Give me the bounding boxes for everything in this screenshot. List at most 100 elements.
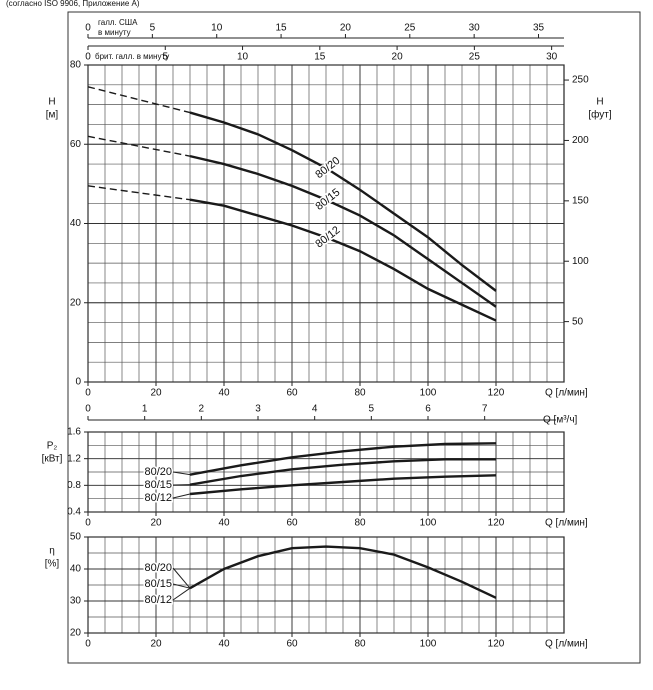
x-tick-label: 100: [420, 388, 437, 399]
top-axis-tick-label: 5: [150, 23, 156, 34]
x2-axis-label: Q [м³/ч]: [543, 415, 578, 426]
curve: [189, 545, 497, 599]
curve: [189, 458, 496, 486]
top-axis-tick-label: 0: [85, 23, 91, 34]
curve-extrapolated: [87, 185, 191, 201]
top-axis-tick-label: 30: [469, 23, 481, 34]
x2-tick-label: 4: [312, 404, 318, 415]
top-axis-tick-label: 15: [276, 23, 288, 34]
x-tick-label: 40: [218, 518, 230, 529]
top-axis-tick-label: 30: [546, 52, 558, 63]
x-tick-label: 80: [354, 388, 366, 399]
y-tick-label: 30: [70, 596, 82, 607]
x-tick-label: 120: [488, 518, 505, 529]
curve-extrapolated: [87, 135, 191, 157]
label-leader: [172, 567, 191, 589]
curve-extrapolated: [87, 86, 191, 114]
label-leader: [172, 587, 191, 601]
top-axis-tick-label: 20: [340, 23, 352, 34]
x-tick-label: 0: [85, 518, 91, 529]
x-tick-label: 60: [286, 388, 298, 399]
x-axis-label: Q [л/мин]: [545, 639, 588, 650]
x2-tick-label: 5: [369, 404, 375, 415]
top-axis-tick-label: 10: [237, 52, 249, 63]
y2-axis-unit: [фут]: [588, 109, 611, 121]
label-leader: [172, 583, 191, 589]
curve: [189, 154, 497, 308]
top-axis-tick-label: 5: [162, 52, 168, 63]
y-axis-label: η: [49, 546, 55, 557]
curve: [189, 111, 497, 292]
top-axis-label: галл. США: [98, 18, 138, 27]
curve-label: 80/15: [144, 578, 172, 590]
y-tick-label: 40: [70, 218, 82, 229]
x-tick-label: 20: [150, 388, 162, 399]
y-tick-label: 40: [70, 564, 82, 575]
top-axis-tick-label: 10: [211, 23, 223, 34]
x-tick-label: 120: [488, 639, 505, 650]
curve-label: 80/15: [313, 186, 342, 212]
x-tick-label: 80: [354, 639, 366, 650]
outer-frame: [67, 11, 641, 664]
y2-tick-label: 100: [572, 256, 589, 267]
x2-tick-label: 7: [482, 404, 488, 415]
curve: [189, 198, 497, 322]
y-tick-label: 0.8: [67, 480, 81, 491]
x-tick-label: 0: [85, 639, 91, 650]
x-tick-label: 40: [218, 639, 230, 650]
y-tick-label: 20: [70, 628, 82, 639]
y-tick-label: 0.4: [67, 507, 81, 518]
x-tick-label: 60: [286, 518, 298, 529]
y2-tick-label: 200: [572, 135, 589, 146]
y2-tick-label: 150: [572, 195, 589, 206]
caption: (согласно ISO 9906, Приложение А): [6, 0, 140, 8]
y-axis-unit: [%]: [45, 559, 60, 570]
y-tick-label: 50: [70, 532, 82, 543]
curve: [189, 442, 497, 476]
y-tick-label: 60: [70, 139, 82, 150]
y2-tick-label: 250: [572, 75, 589, 86]
x-axis-label: Q [л/мин]: [545, 388, 588, 399]
x-tick-label: 20: [150, 639, 162, 650]
y-tick-label: 80: [70, 60, 82, 71]
curve-label: 80/12: [144, 492, 172, 504]
y2-tick-label: 50: [572, 316, 584, 327]
y-tick-label: 20: [70, 297, 82, 308]
x2-tick-label: 3: [255, 404, 261, 415]
x-tick-label: 40: [218, 388, 230, 399]
x-tick-label: 60: [286, 639, 298, 650]
label-leader: [172, 471, 191, 476]
top-axis-label: брит. галл. в минуту: [95, 52, 169, 61]
y-axis-label: P₂: [47, 441, 58, 452]
curve-label: 80/20: [144, 466, 172, 478]
x-tick-label: 20: [150, 518, 162, 529]
x2-tick-label: 2: [199, 404, 205, 415]
x-tick-label: 100: [420, 518, 437, 529]
top-axis-tick-label: 0: [85, 52, 91, 63]
y-axis-unit: [кВт]: [42, 454, 63, 465]
y-axis-unit: [м]: [46, 110, 59, 121]
top-axis-tick-label: 35: [533, 23, 545, 34]
y-tick-label: 1.2: [67, 453, 81, 464]
curve: [189, 474, 497, 496]
curve-label: 80/12: [313, 224, 342, 250]
x-axis-label: Q [л/мин]: [545, 518, 588, 529]
x-tick-label: 120: [488, 388, 505, 399]
y-axis-label: H: [48, 97, 55, 108]
top-axis-label: в минуту: [98, 28, 131, 37]
y-tick-label: 0: [75, 377, 81, 388]
x2-tick-label: 6: [425, 404, 431, 415]
x-tick-label: 100: [420, 639, 437, 650]
x2-tick-label: 1: [142, 404, 148, 415]
curve-label: 80/20: [144, 562, 172, 574]
label-leader: [172, 493, 191, 499]
top-axis-tick-label: 15: [314, 52, 326, 63]
y-tick-label: 1.6: [67, 427, 81, 438]
top-axis-tick-label: 20: [392, 52, 404, 63]
curve-label: 80/12: [144, 594, 172, 606]
x-tick-label: 80: [354, 518, 366, 529]
top-axis-tick-label: 25: [469, 52, 481, 63]
x2-tick-label: 0: [85, 404, 91, 415]
curve-label: 80/15: [144, 479, 172, 491]
